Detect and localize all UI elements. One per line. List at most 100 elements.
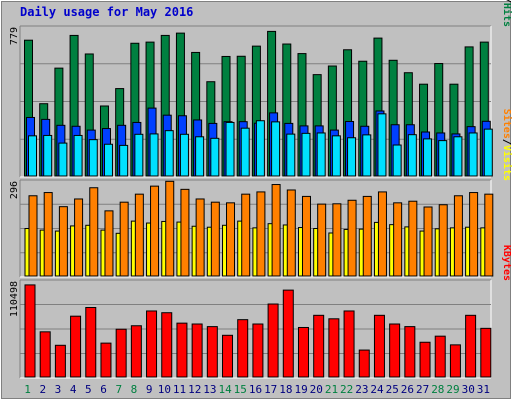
pages-bar [286, 133, 296, 177]
sites-legend-part: Sites [501, 109, 512, 139]
kbytes-bar [100, 342, 112, 378]
kbytes-bar [434, 335, 446, 378]
sites-bar [226, 202, 236, 277]
kbytes-bar [24, 284, 36, 378]
sites-bar [241, 193, 251, 277]
pages-bar [88, 139, 98, 177]
day-label: 25 [386, 383, 399, 396]
pages-bar [392, 144, 402, 177]
sites-bar [119, 201, 129, 277]
sites-bar [28, 195, 38, 277]
pages-bar [453, 136, 463, 177]
pages-bar [149, 133, 159, 177]
sites-bar [408, 200, 418, 277]
sites-bar [89, 187, 99, 277]
sites-bar [362, 195, 372, 277]
kbytes-bar [39, 331, 51, 378]
kbytes-bar [419, 341, 431, 378]
kbytes-bar [449, 344, 461, 378]
sites-y-max-label: 296 [9, 181, 20, 199]
sites-bar [43, 192, 53, 277]
sites-bar [210, 201, 220, 277]
day-label: 1 [24, 383, 31, 396]
sites-bar [484, 193, 494, 277]
pages-bar [28, 135, 37, 177]
day-label: 6 [100, 383, 107, 396]
kbytes-bar [267, 303, 279, 378]
day-label: 7 [115, 383, 122, 396]
sites-legend-part: Visits [501, 145, 512, 181]
day-label: 14 [218, 383, 232, 396]
day-label: 11 [173, 383, 186, 396]
day-label: 24 [370, 383, 384, 396]
sites-legend-part: / [501, 139, 512, 145]
sites-bar [393, 202, 403, 277]
pages-bar [58, 142, 68, 177]
day-label: 12 [188, 383, 201, 396]
kbytes-bar [191, 323, 203, 378]
pages-bar [423, 138, 433, 177]
kbytes-bar [54, 344, 66, 378]
pages-bar [331, 135, 341, 177]
day-label: 18 [279, 383, 292, 396]
sites-bar [256, 191, 266, 277]
pages-bar [347, 137, 357, 177]
chart-title: Daily usage for May 2016 [20, 5, 194, 19]
pages-bar [179, 133, 189, 177]
day-label: 10 [158, 383, 171, 396]
sites-bar [301, 195, 311, 277]
sites-bar [195, 198, 205, 277]
hits-legend-part: / [501, 0, 512, 3]
kbytes-bar [297, 326, 309, 378]
pages-bar [468, 132, 478, 177]
kbytes-bar [176, 322, 188, 378]
hits-legend: Pages/Files/Hits [501, 0, 512, 27]
sites-bar [74, 198, 84, 277]
kbytes-bar [115, 328, 127, 378]
kbytes-legend-part: KBytes [501, 245, 512, 281]
sites-bar [423, 206, 433, 277]
kbytes-bar [373, 314, 385, 378]
kbytes-bar [237, 319, 249, 378]
day-label: 17 [264, 383, 277, 396]
day-label: 26 [401, 383, 414, 396]
pages-bar [103, 143, 113, 177]
kbytes-bar [252, 323, 264, 378]
sites-bar [165, 180, 175, 277]
day-label: 15 [234, 383, 247, 396]
sites-bar [58, 206, 68, 277]
day-label: 27 [416, 383, 429, 396]
day-label: 13 [203, 383, 216, 396]
pages-bar [225, 121, 235, 177]
sites-bar [104, 210, 114, 277]
kbytes-y-max-label: 110498 [9, 281, 20, 317]
pages-bar [271, 121, 281, 177]
kbytes-bar [480, 327, 492, 378]
kbytes-bar [146, 310, 158, 378]
kbytes-bar [328, 318, 340, 378]
day-label: 29 [446, 383, 459, 396]
sites-bar [150, 185, 160, 277]
kbytes-bar [404, 326, 416, 378]
day-label: 4 [70, 383, 77, 396]
day-label: 19 [294, 383, 307, 396]
day-label: 21 [325, 383, 338, 396]
kbytes-bar [222, 334, 234, 378]
day-label: 22 [340, 383, 353, 396]
pages-bar [438, 140, 448, 177]
kbytes-bar [343, 310, 355, 378]
kbytes-bar [313, 314, 325, 378]
pages-bar [210, 137, 220, 177]
pages-bar [43, 134, 53, 177]
day-label: 2 [39, 383, 46, 396]
sites-bar [377, 191, 387, 277]
day-label: 5 [85, 383, 92, 396]
pages-bar [407, 134, 417, 177]
hits-y-max-label: 779 [9, 27, 20, 45]
day-label: 9 [146, 383, 153, 396]
day-label: 28 [431, 383, 444, 396]
day-label: 20 [310, 383, 323, 396]
sites-bar [134, 193, 144, 277]
kbytes-bar [206, 326, 218, 378]
